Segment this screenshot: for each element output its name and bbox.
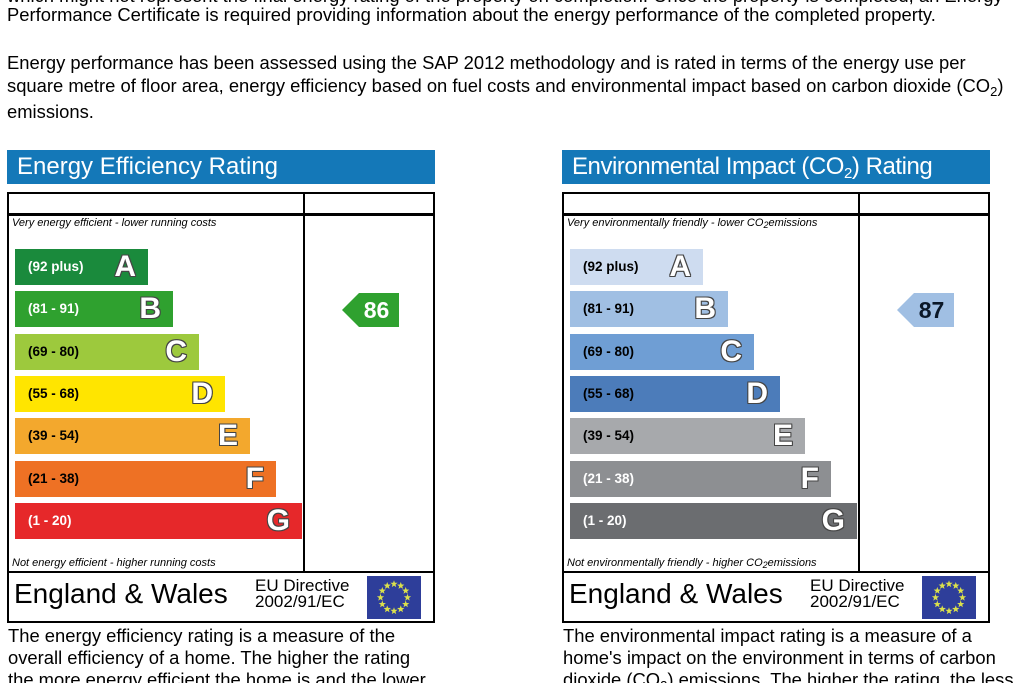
svg-text:87: 87	[919, 297, 945, 323]
svg-text:86: 86	[364, 297, 390, 323]
